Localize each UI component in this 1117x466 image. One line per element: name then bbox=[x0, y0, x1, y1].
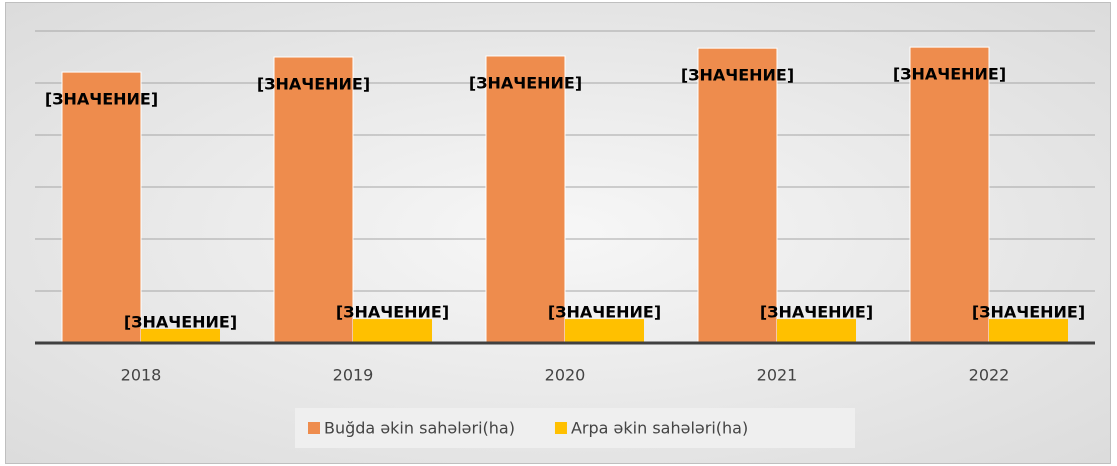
x-tick-label: 2022 bbox=[969, 366, 1010, 385]
x-tick-label: 2019 bbox=[333, 366, 374, 385]
bar bbox=[989, 319, 1068, 343]
data-label: [ЗНАЧЕНИЕ] bbox=[760, 303, 873, 322]
legend-box bbox=[295, 408, 855, 448]
bar bbox=[565, 319, 644, 343]
bar bbox=[61, 71, 142, 344]
data-label: [ЗНАЧЕНИЕ] bbox=[257, 75, 370, 94]
legend-swatch bbox=[554, 422, 567, 434]
data-label: [ЗНАЧЕНИЕ] bbox=[972, 303, 1085, 322]
bar bbox=[273, 56, 354, 344]
data-label: [ЗНАЧЕНИЕ] bbox=[45, 90, 158, 109]
bar bbox=[141, 328, 220, 343]
x-tick-label: 2020 bbox=[545, 366, 586, 385]
data-label: [ЗНАЧЕНИЕ] bbox=[681, 66, 794, 85]
legend-swatch bbox=[308, 422, 320, 434]
bar bbox=[697, 47, 778, 344]
bar bbox=[777, 319, 856, 343]
data-label: [ЗНАЧЕНИЕ] bbox=[548, 303, 661, 322]
bar bbox=[353, 319, 432, 343]
x-tick-label: 2021 bbox=[757, 366, 798, 385]
data-label: [ЗНАЧЕНИЕ] bbox=[893, 65, 1006, 84]
data-label: [ЗНАЧЕНИЕ] bbox=[469, 73, 582, 92]
data-label: [ЗНАЧЕНИЕ] bbox=[124, 312, 237, 331]
bar bbox=[485, 55, 566, 344]
legend-label: Arpa əkin sahələri(ha) bbox=[571, 419, 748, 438]
bar bbox=[909, 46, 990, 344]
legend-label: Buğda əkin sahələri(ha) bbox=[324, 419, 515, 438]
x-tick-label: 2018 bbox=[121, 366, 162, 385]
data-label: [ЗНАЧЕНИЕ] bbox=[336, 303, 449, 322]
